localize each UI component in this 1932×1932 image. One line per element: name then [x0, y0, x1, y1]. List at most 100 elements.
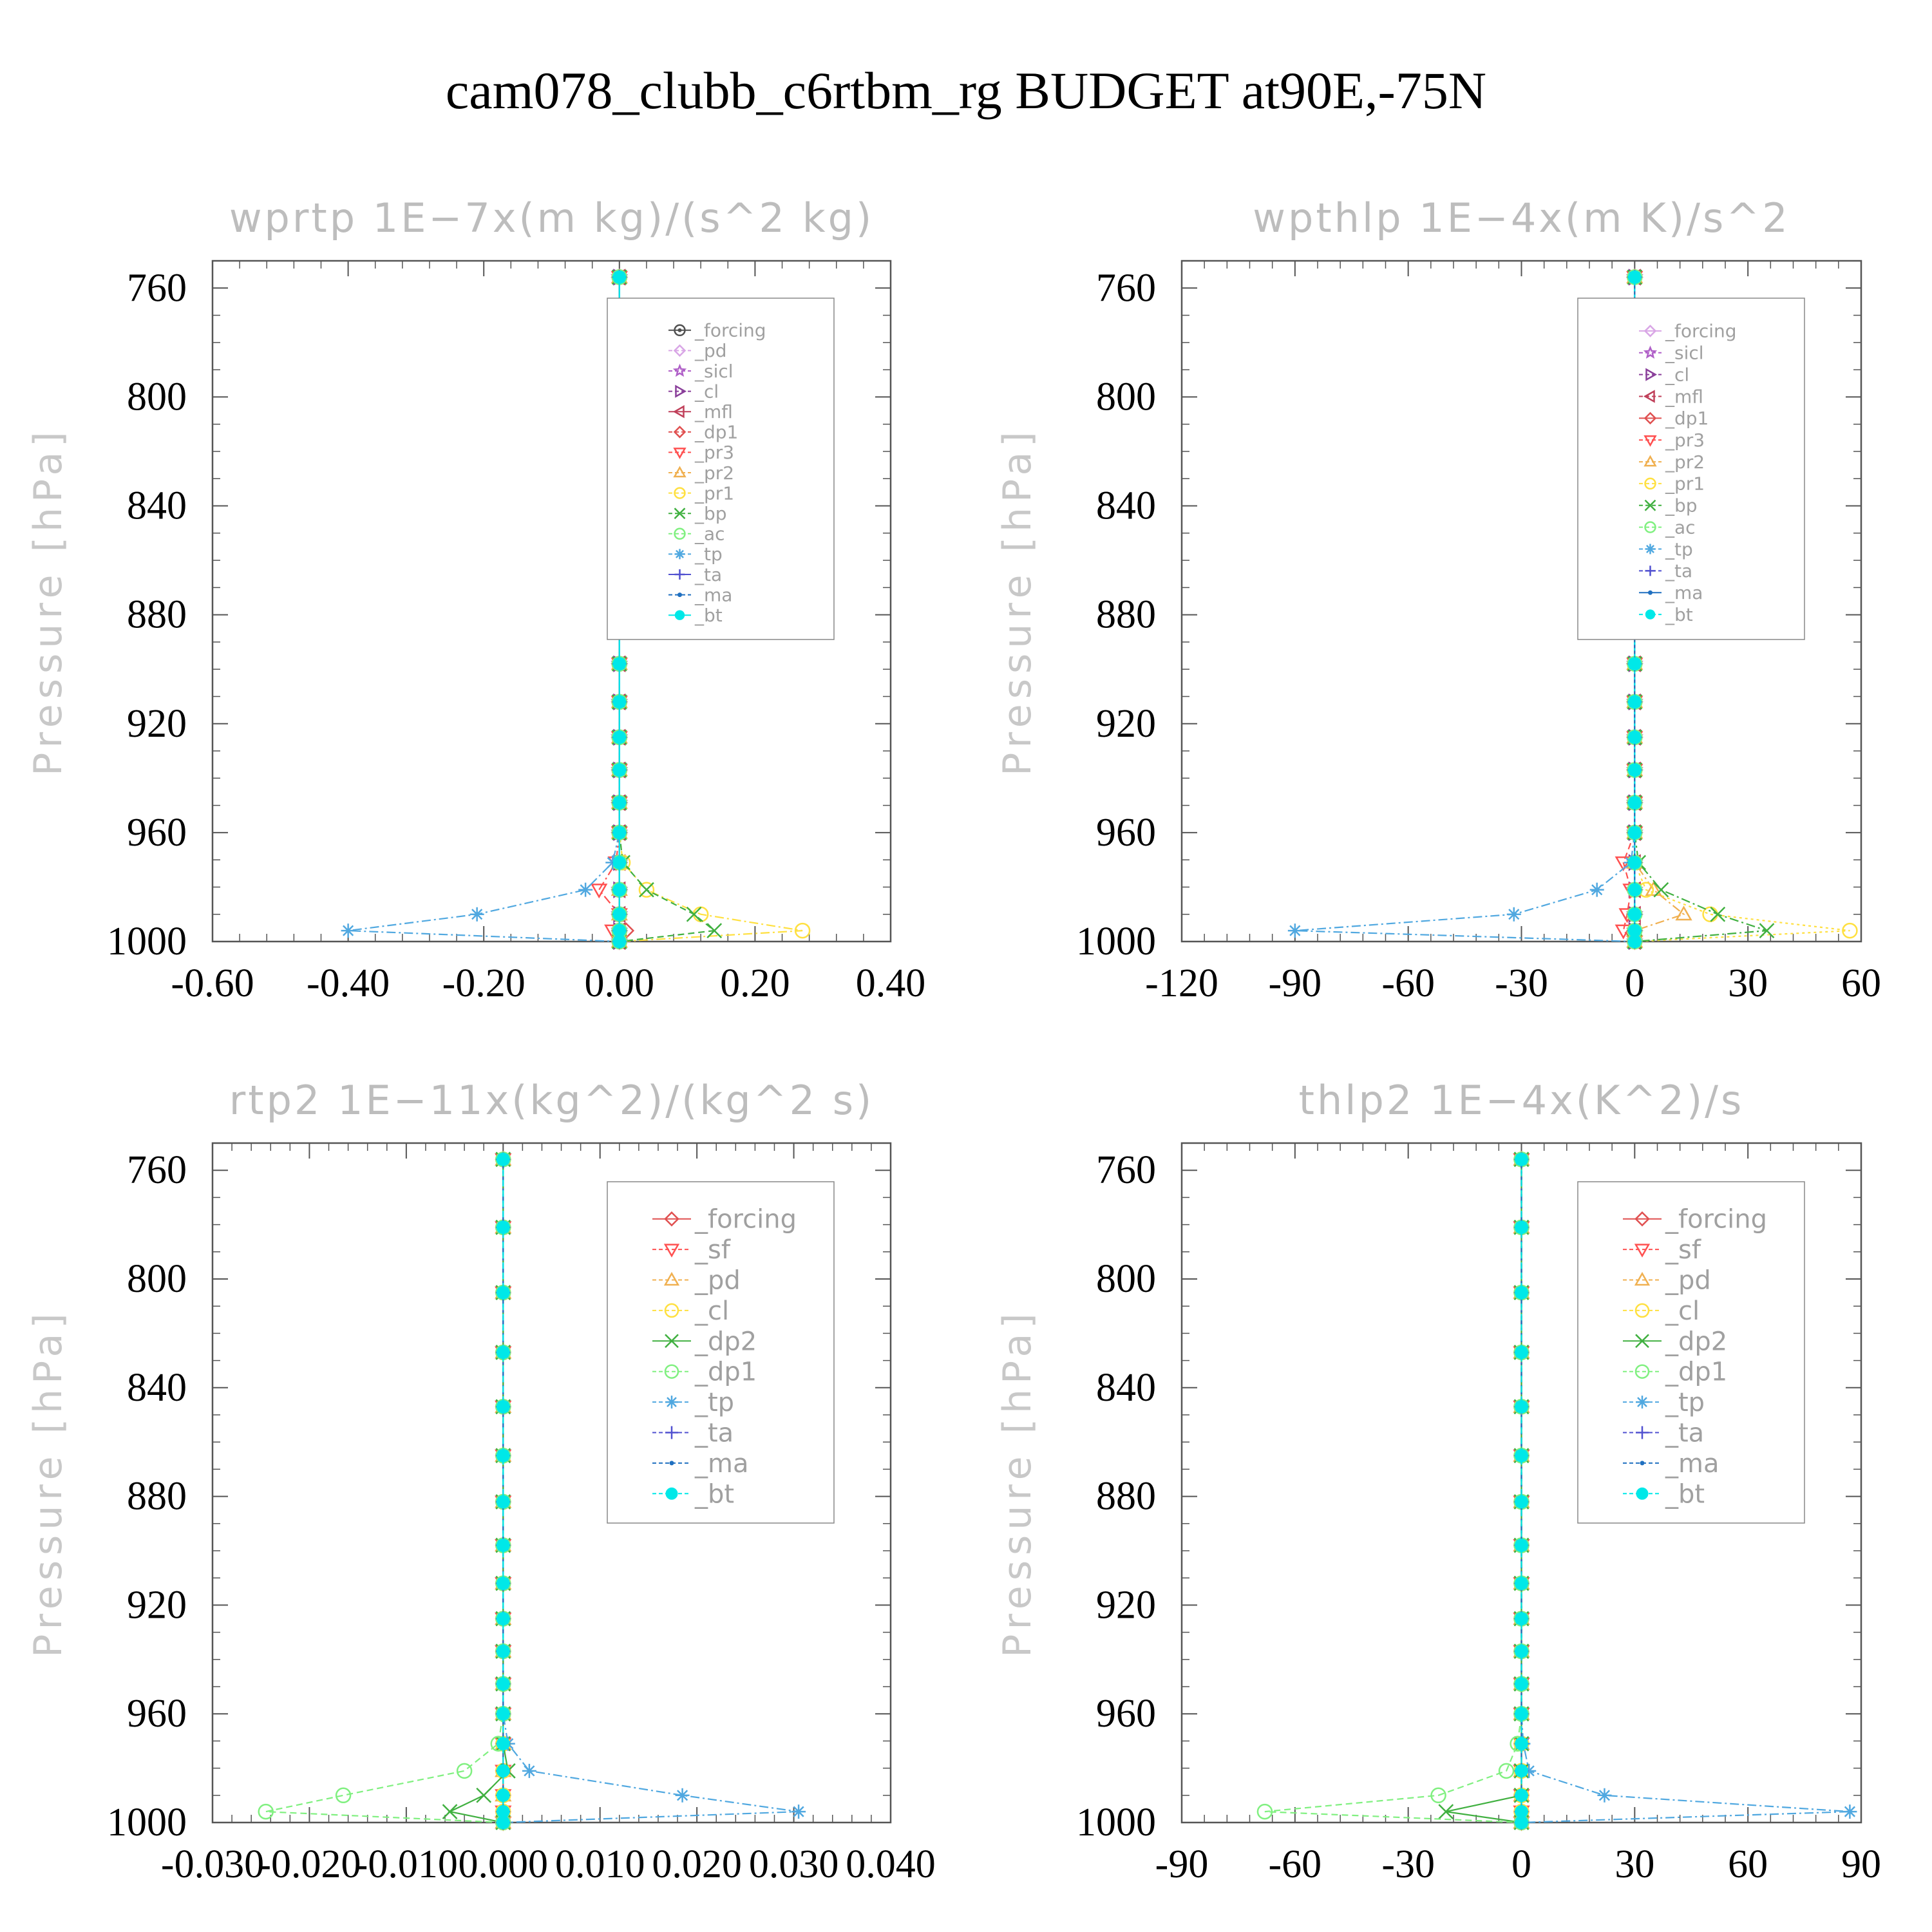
legend-box	[607, 298, 835, 640]
chart-panel-4: thlp2 1E−4x(K^2)/s Pressure [hPa] -90 -60 -3…	[995, 1077, 1881, 1886]
data-point-bt	[1627, 826, 1642, 840]
y-tick-label: 800	[127, 375, 187, 419]
legend-label: _ma	[694, 584, 732, 605]
y-tick-label: 1000	[107, 1801, 187, 1844]
x-tick-label: -0.020	[258, 1842, 361, 1886]
legend-label: _cl	[694, 381, 719, 402]
y-tick-label: 760	[127, 1148, 187, 1192]
data-point-bt	[1627, 657, 1642, 671]
data-point-bt	[1627, 855, 1642, 869]
x-tick-label: -0.20	[442, 961, 526, 1005]
y-tick-label: 1000	[107, 920, 187, 963]
legend-label: _pd	[694, 340, 727, 361]
data-point-bt	[612, 695, 627, 709]
data-point-pr2	[1645, 881, 1662, 896]
data-point-tp	[522, 1763, 536, 1778]
x-tick-label: -120	[1145, 961, 1218, 1005]
data-point-bp	[1653, 882, 1669, 898]
legend-marker	[1634, 1303, 1650, 1318]
y-tick-label: 960	[1096, 1692, 1156, 1736]
data-point-dp2	[442, 1804, 458, 1820]
legend-box	[1577, 298, 1805, 640]
legend-marker	[669, 1461, 674, 1466]
y-tick-label: 760	[127, 266, 187, 310]
x-tick-label: -60	[1381, 961, 1435, 1005]
y-axis-ticks: 760 800 840 880 920 960 1000	[1076, 260, 1861, 963]
y-tick-label: 880	[127, 593, 187, 637]
x-tick-label: 0.20	[720, 961, 790, 1005]
panel-title: wpthlp 1E−4x(m K)/s^2	[1253, 194, 1790, 242]
data-point-tp	[1522, 1763, 1537, 1778]
data-point-bt	[1627, 795, 1642, 810]
y-tick-label: 960	[1096, 811, 1156, 855]
x-tick-label: -0.010	[355, 1842, 458, 1886]
legend-label: _pr1	[694, 482, 734, 504]
legend-marker	[663, 1271, 680, 1286]
legend-marker	[672, 405, 685, 419]
x-tick-label: 0.030	[749, 1842, 839, 1886]
legend-marker	[1640, 1461, 1645, 1466]
legend-marker	[665, 1396, 678, 1409]
x-tick-label: -30	[1495, 961, 1548, 1005]
legend: _forcing_sicl_cl_mfl_dp1_pr3_pr2_pr1_bp_…	[1577, 298, 1805, 640]
data-point-dp2	[476, 1787, 492, 1803]
legend-label: _dp1	[694, 422, 738, 443]
data-point-tp	[1589, 882, 1604, 897]
legend-label: _sicl	[1665, 343, 1704, 364]
data-point-bt	[496, 1448, 510, 1463]
data-point-bt	[496, 1345, 510, 1359]
data-point-bt	[496, 1677, 510, 1691]
legend-marker	[673, 426, 687, 439]
data-point-bt	[612, 270, 627, 284]
data-point-bt	[496, 1285, 510, 1300]
legend-label: _dp1	[1665, 1358, 1727, 1387]
legend-label: _ma	[694, 1449, 748, 1479]
data-point-bt	[1515, 1345, 1528, 1359]
legend-marker	[674, 507, 686, 520]
legend-label: _pr1	[1665, 473, 1705, 495]
data-point-bt	[612, 763, 627, 777]
data-point-bt	[1515, 1707, 1528, 1721]
data-point-dp1	[335, 1787, 352, 1804]
x-tick-label: 0	[1511, 1842, 1531, 1886]
legend-label: _dp1	[694, 1358, 757, 1387]
data-point-bt	[1515, 1152, 1528, 1166]
legend-marker	[674, 569, 685, 580]
data-point-bt	[496, 1707, 510, 1721]
legend-label: _bt	[1665, 604, 1693, 625]
data-point-dp2	[1438, 1804, 1454, 1820]
legend-label: _dp2	[1665, 1327, 1727, 1356]
data-point-tp	[1506, 907, 1521, 922]
data-point-bt	[1627, 907, 1642, 922]
data-point-bt	[1515, 1399, 1528, 1414]
data-point-bt	[612, 855, 627, 869]
y-tick-label: 960	[127, 1692, 187, 1736]
chart-panel-1: wprtp 1E−7x(m kg)/(s^2 kg) Pressure [hPa]…	[26, 194, 925, 1005]
y-tick-label: 880	[1096, 1475, 1156, 1519]
data-point-bt	[496, 1737, 510, 1751]
data-point-bt	[496, 1399, 510, 1414]
y-tick-label: 840	[1096, 1366, 1156, 1410]
x-tick-label: 60	[1728, 1842, 1768, 1886]
legend-marker	[664, 1364, 679, 1379]
data-point-bp	[639, 882, 654, 898]
legend-marker	[672, 363, 687, 377]
legend-marker	[1645, 609, 1656, 620]
legend-marker	[664, 1211, 679, 1227]
legend-marker	[1644, 499, 1656, 511]
legend-marker	[674, 549, 685, 560]
legend-marker	[1643, 345, 1658, 359]
legend-marker	[1643, 455, 1657, 467]
data-point-tp	[469, 907, 484, 922]
y-tick-label: 960	[127, 811, 187, 855]
legend-label: _pr3	[694, 442, 734, 463]
data-point-bt	[496, 1220, 510, 1235]
panel-title: rtp2 1E−11x(kg^2)/(kg^2 s)	[229, 1077, 874, 1124]
plot-frame	[211, 260, 892, 943]
data-point-bt	[1627, 730, 1642, 744]
data-point-pr1	[794, 922, 811, 939]
legend-marker	[1634, 1271, 1651, 1286]
data-point-bt	[496, 1577, 510, 1591]
data-point-bt	[1515, 1285, 1528, 1300]
legend-label: _dp1	[1665, 408, 1709, 429]
